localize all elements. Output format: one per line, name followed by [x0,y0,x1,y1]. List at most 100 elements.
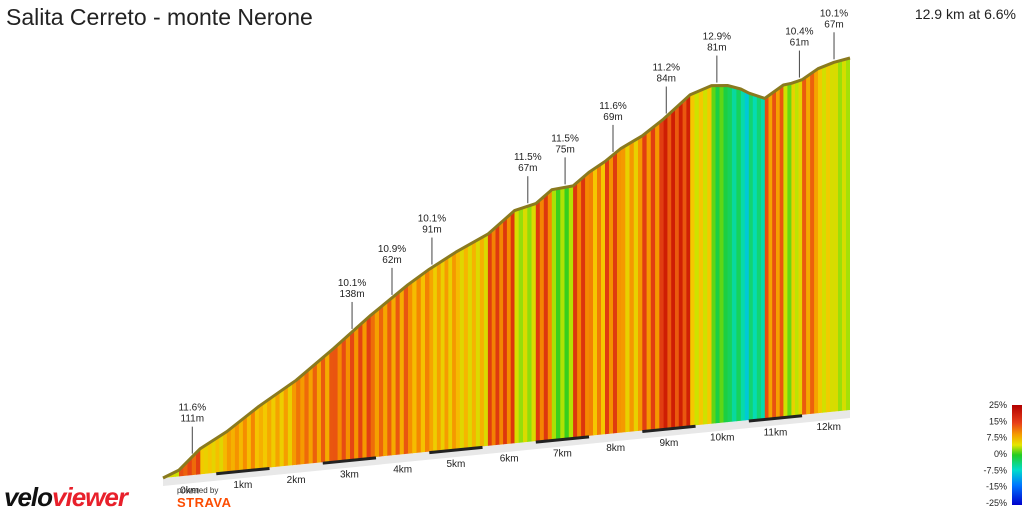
climb-annotation: 10.1%91m [418,214,446,265]
gradient-stripe [798,58,803,478]
distance-segment [748,414,803,423]
distance-segment [216,466,270,476]
gradient-stripe [686,58,691,478]
gradient-stripe [337,58,343,478]
annotation-grade: 10.9% [378,244,406,255]
distance-tick-label: 9km [659,438,678,449]
gradient-stripe [238,58,244,478]
distance-segment [535,435,590,444]
gradient-stripe [250,58,256,478]
gradient-stripe [748,58,754,478]
gradient-stripe [659,58,665,478]
gradient-stripe [412,58,418,478]
gradient-stripe [779,58,784,478]
annotation-grade: 10.1% [418,214,446,225]
gradient-stripe [703,58,708,478]
annotation-length: 81m [707,43,726,54]
gradient-stripe [506,58,512,478]
gradient-stripe [316,58,322,478]
gradient-stripe [495,58,500,478]
gradient-stripe [440,58,446,478]
gradient-stripe [589,58,594,478]
gradient-stripe [475,58,481,478]
gradient-stripe [171,58,176,478]
gradient-legend-tick: 0% [994,449,1007,459]
gradient-stripe [760,58,766,478]
gradient-stripe [207,58,213,478]
distance-tick-label: 11km [764,427,788,438]
strava-logo[interactable]: STRAVA [177,495,232,510]
veloviewer-logo[interactable]: veloviewer [4,482,128,513]
gradient-stripe [822,58,827,478]
gradient-stripe [211,58,217,478]
distance-tick-label: 5km [446,459,465,470]
gradient-stripe [678,58,684,478]
gradient-stripe [698,58,704,478]
gradient-stripe [175,58,180,478]
gradient-stripe [350,58,355,478]
annotation-length: 61m [790,38,809,49]
gradient-stripe [254,58,260,478]
distance-tick-label: 0km [180,485,199,496]
gradient-stripe [694,58,700,478]
gradient-stripe [514,58,520,478]
gradient-stripe [675,58,680,478]
annotation-grade: 11.5% [514,152,542,163]
gradient-stripe [436,58,442,478]
gradient-legend-tick: -15% [986,482,1007,492]
gradient-stripe [354,58,359,478]
gradient-stripe [663,58,668,478]
gradient-stripe [772,58,777,478]
gradient-stripe [463,58,469,478]
gradient-legend: 25% 15% 7.5% 0% -7.5% -15% -25% [983,400,1022,508]
gradient-stripe [564,58,570,478]
gradient-legend-tick: 15% [989,416,1007,426]
annotation-length: 91m [422,225,441,236]
annotation-grade: 12.9% [703,32,731,43]
gradient-stripe [345,58,351,478]
gradient-stripe [719,58,725,478]
gradient-stripe [638,58,643,478]
gradient-stripe [358,58,363,478]
gradient-stripe [756,58,762,478]
annotation-length: 67m [824,19,843,30]
distance-tick-label: 12km [816,422,840,433]
gradient-stripe [731,58,737,478]
gradient-stripe [408,58,413,478]
gradient-stripe [744,58,750,478]
gradient-stripe [242,58,248,478]
gradient-stripe [711,58,717,478]
gradient-stripe [834,58,839,478]
gradient-stripe [183,58,189,478]
distance-tick-label: 2km [287,475,306,486]
gradient-stripe [601,58,606,478]
gradient-stripe [196,58,201,478]
gradient-stripe [325,58,330,478]
climb-annotation: 11.5%67m [514,152,542,204]
annotation-length: 69m [603,112,622,123]
gradient-stripe [200,58,205,478]
gradient-stripe [167,58,172,478]
climb-summary: 12.9 km at 6.6% [914,6,1016,22]
gradient-stripe [682,58,687,478]
annotation-grade: 10.4% [785,27,813,38]
gradient-stripe [292,58,297,478]
gradient-stripe [234,58,240,478]
gradient-stripe [179,58,184,478]
gradient-stripe [568,58,574,478]
climb-annotation: 11.6%69m [599,101,627,152]
gradient-stripe [556,58,561,478]
distance-segment [429,445,483,455]
gradient-stripe [617,58,622,478]
gradient-stripe [842,58,847,478]
gradient-stripe [444,58,449,478]
gradient-stripe [814,58,819,478]
gradient-stripe [727,58,733,478]
gradient-stripe [491,58,497,478]
annotation-length: 75m [555,144,574,155]
gradient-stripe [471,58,477,478]
gradient-stripe [479,58,485,478]
gradient-stripe [667,58,672,478]
gradient-stripe [560,58,566,478]
distance-tick-label: 4km [393,464,412,475]
